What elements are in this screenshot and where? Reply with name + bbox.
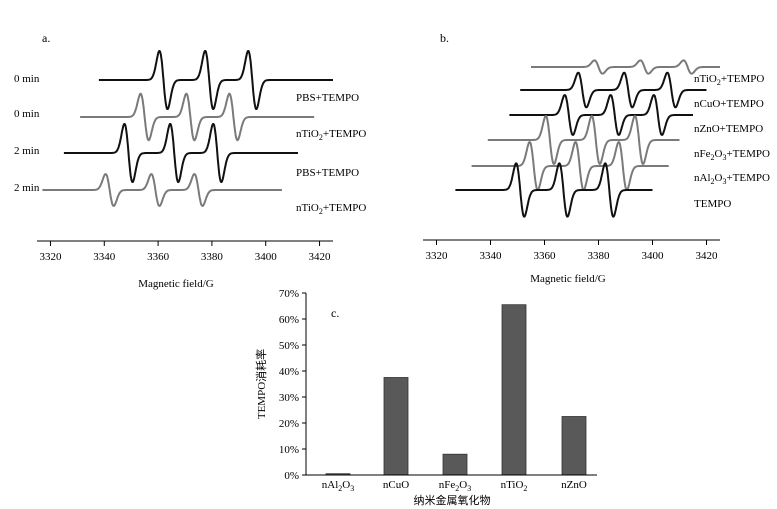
panel-c-bars (325, 304, 587, 476)
panel-c-y-tick-label: 20% (279, 418, 299, 430)
panel-c-x-tick-label: nTiO2 (501, 479, 528, 493)
panel-c-bar-chart: c. 0% 10% 20% 30% 40% 50% 60% 70% nAl2O3 nCuO n… (254, 288, 597, 507)
panel-a-spectrum-line (98, 50, 334, 110)
panel-c-x-tick-label: nZnO (561, 479, 587, 491)
panel-c-y-tick-label: 70% (279, 288, 299, 300)
panel-b-spectrum-line (454, 162, 653, 218)
panel-c-y-tick-label: 10% (279, 444, 299, 456)
panel-b-label: b. (440, 31, 449, 45)
panel-c-x-tick-labels: nAl2O3 nCuO nFe2O3 nTiO2 nZnO (322, 479, 587, 493)
panel-c-y-tick-label: 40% (279, 366, 299, 378)
panel-b-legend: nTiO2+TEMPO nCuO+TEMPO nZnO+TEMPO nFe2O3… (694, 73, 770, 210)
panel-c-bar (442, 453, 468, 476)
panel-a-x-tick-label: 3340 (93, 251, 116, 263)
panel-b-x-tick-label: 3320 (426, 250, 449, 262)
panel-c-x-tick-label: nCuO (383, 479, 409, 491)
panel-b-x-label: Magnetic field/G (530, 273, 606, 285)
panel-a-x-tick-label: 3400 (255, 251, 278, 263)
panel-c-y-tick-label: 0% (284, 470, 299, 482)
panel-a-x-tick-label: 3320 (39, 251, 62, 263)
panel-b-series-label-1: nCuO+TEMPO (694, 98, 764, 110)
panel-a-x-tick-label: 3360 (147, 251, 170, 263)
panel-b-x-tick-label: 3360 (534, 250, 557, 262)
panel-b-epr-spectra: b. nTiO2+TEMPO nCuO+TEMPO nZnO+TEMPO nFe… (423, 31, 770, 285)
panel-b-spectrum-line (530, 59, 721, 75)
panel-b-series-label-3: nFe2O3+TEMPO (694, 148, 770, 162)
panel-a-series-label-0: PBS+TEMPO (296, 92, 359, 104)
panel-a-spectrum-line (79, 92, 315, 142)
panel-a-spectrum-line (41, 173, 283, 207)
panel-c-bar (501, 304, 527, 476)
panel-b-spectrum-line (471, 141, 670, 191)
panel-c-x-tick-label: nFe2O3 (439, 479, 471, 493)
panel-c-x-tick-label: nAl2O3 (322, 479, 354, 493)
panel-b-x-tick-label: 3420 (696, 250, 719, 262)
panel-c-label: c. (331, 306, 339, 320)
panel-b-spectrum-line (508, 94, 694, 136)
panel-b-x-ticks: 3320 3340 3360 3380 3400 3420 (426, 240, 719, 262)
panel-a-x-ticks: 3320 3340 3360 3380 3400 3420 (39, 241, 331, 263)
panel-c-bar (561, 416, 587, 476)
panel-c-y-label: TEMPO消耗率 (254, 349, 268, 419)
panel-a-time-2: 2 min (14, 145, 40, 157)
panel-a-label: a. (42, 31, 50, 45)
panel-b-series-label-2: nZnO+TEMPO (694, 123, 763, 135)
panel-a-time-1: 0 min (14, 108, 40, 120)
panel-b-x-tick-label: 3380 (588, 250, 611, 262)
panel-c-y-ticks: 0% 10% 20% 30% 40% 50% 60% 70% (279, 288, 306, 482)
panel-a-x-tick-label: 3380 (201, 251, 224, 263)
panel-b-x-tick-label: 3340 (480, 250, 503, 262)
panel-a-series-label-1: nTiO2+TEMPO (296, 128, 366, 142)
panel-a-time-0: 0 min (14, 73, 40, 85)
panel-c-y-tick-label: 50% (279, 340, 299, 352)
panel-c-y-tick-label: 30% (279, 392, 299, 404)
panel-c-y-tick-label: 60% (279, 314, 299, 326)
panel-b-traces (454, 59, 721, 218)
panel-a-epr-spectra: a. 0 min 0 min 2 min 2 min PBS+TEMPO nTi… (14, 31, 366, 290)
panel-b-series-label-4: nAl2O3+TEMPO (694, 172, 770, 186)
panel-b-spectrum-line (519, 71, 707, 109)
panel-a-time-3: 2 min (14, 182, 40, 194)
panel-a-series-label-3: nTiO2+TEMPO (296, 202, 366, 216)
panel-a-legend: 0 min 0 min 2 min 2 min PBS+TEMPO nTiO2+… (14, 73, 366, 216)
panel-b-series-label-5: TEMPO (694, 198, 731, 210)
panel-a-series-label-2: PBS+TEMPO (296, 167, 359, 179)
panel-b-series-label-0: nTiO2+TEMPO (694, 73, 764, 87)
panel-c-bar (383, 377, 409, 476)
panel-a-x-label: Magnetic field/G (138, 278, 214, 290)
panel-a-spectrum-line (63, 123, 299, 183)
panel-b-spectrum-line (487, 115, 680, 165)
panel-a-traces (41, 50, 334, 207)
panel-b-x-tick-label: 3400 (642, 250, 665, 262)
panel-a-x-tick-label: 3420 (309, 251, 332, 263)
panel-c-x-label: 纳米金属氧化物 (414, 493, 491, 507)
